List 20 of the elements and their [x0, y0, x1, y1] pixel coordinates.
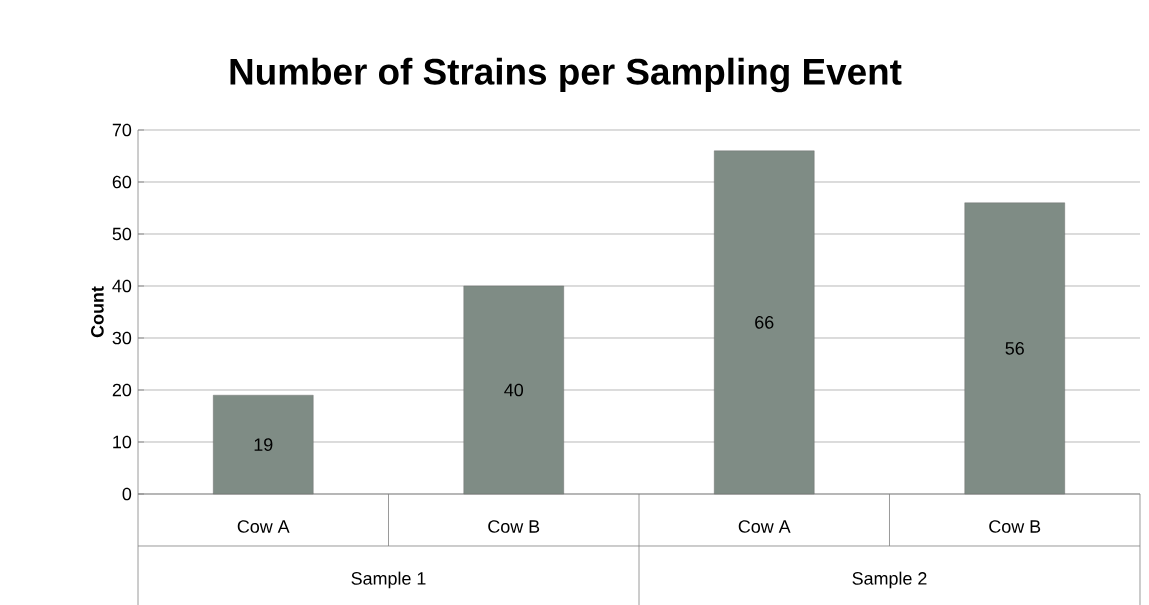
y-tick-label: 70: [112, 123, 132, 137]
text: Sample 2: [852, 571, 927, 589]
y-tick-label: 50: [112, 227, 132, 241]
chart-title: Number of Strains per Sampling Event: [230, 57, 902, 93]
text: Sample 1: [351, 571, 426, 589]
y-tick-label: 60: [112, 175, 132, 189]
x-tick-label: Cow B: [989, 520, 1041, 533]
y-axis-title: Count: [91, 286, 104, 338]
data-label: 40: [504, 383, 524, 397]
y-tick-label: 40: [112, 279, 132, 293]
y-tick-label: 10: [113, 435, 132, 449]
data-label: 66: [755, 316, 774, 329]
data-label: 56: [1005, 342, 1024, 355]
y-tick-label: 20: [112, 383, 132, 397]
data-label: 19: [254, 438, 273, 451]
y-tick-label: 30: [112, 331, 132, 345]
x-tick-label: Cow A: [237, 520, 290, 533]
x-tick-label: Cow B: [488, 520, 540, 533]
x-tick-label: Cow A: [738, 520, 791, 533]
y-tick-label: 0: [122, 487, 132, 501]
